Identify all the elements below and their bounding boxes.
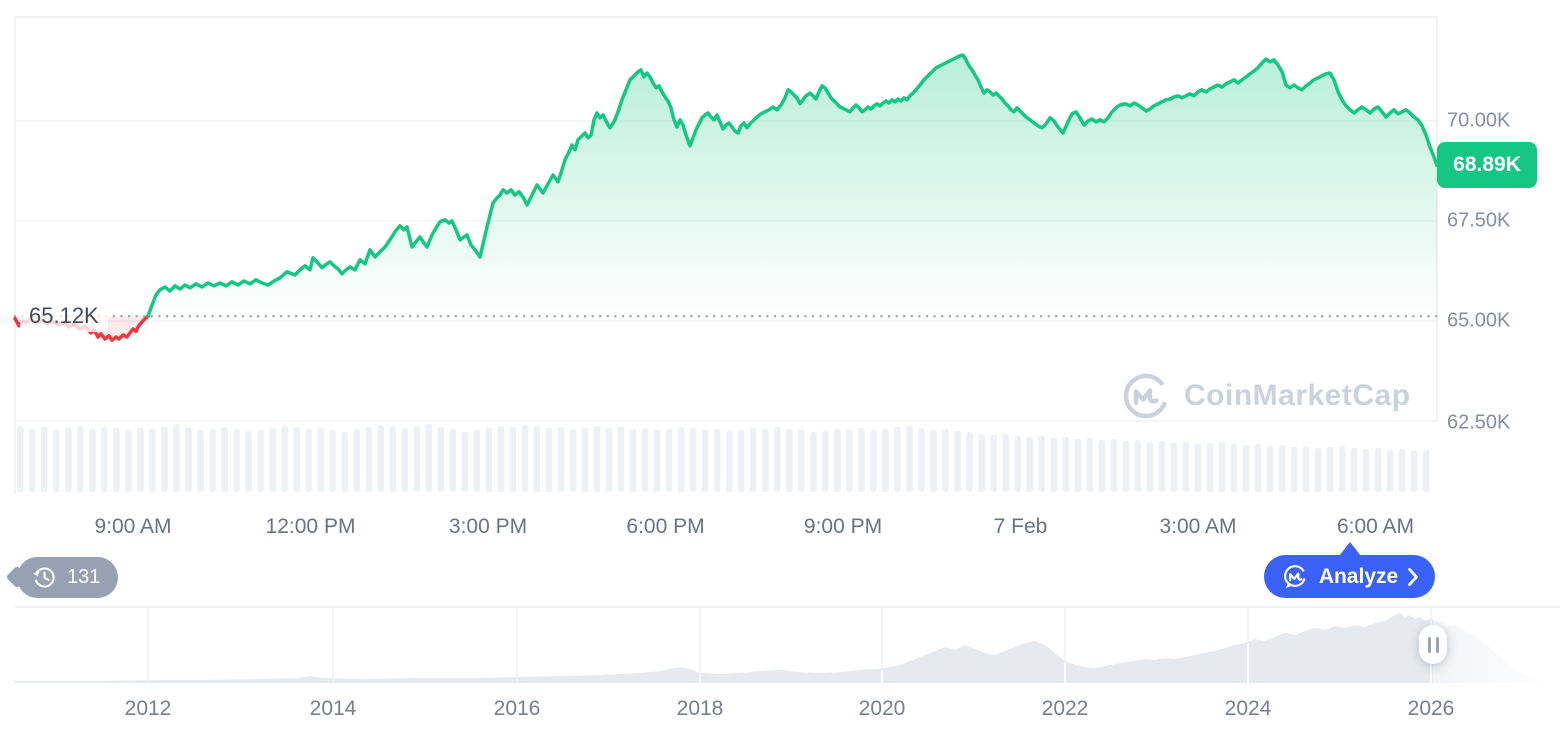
range-handle[interactable] (1419, 625, 1447, 664)
x-axis-label: 3:00 AM (1159, 515, 1237, 538)
range-navigator[interactable] (15, 606, 1560, 683)
handle-grip-bar (1427, 636, 1431, 653)
y-axis-label: 70.00K (1447, 109, 1511, 132)
year-label: 2016 (493, 697, 541, 720)
analyze-label: Analyze (1318, 564, 1399, 588)
current-price-badge: 68.89K (1437, 142, 1537, 188)
x-axis-label: 9:00 PM (803, 515, 883, 538)
year-label: 2012 (124, 697, 172, 720)
x-axis-label: 9:00 AM (94, 515, 172, 538)
y-axis-label: 67.50K (1447, 209, 1511, 232)
y-axis-label: 62.50K (1447, 411, 1511, 434)
volume-bars (17, 424, 1430, 492)
clock-history-icon (33, 567, 55, 588)
coinmarketcap-chat-logo-icon (1283, 564, 1306, 588)
x-axis-label: 6:00 PM (626, 515, 705, 538)
year-label: 2020 (858, 697, 906, 720)
chevron-right-icon (1408, 567, 1419, 586)
year-label: 2014 (309, 697, 357, 720)
coinmarketcap-logo-icon (1123, 373, 1169, 419)
year-label: 2026 (1407, 697, 1455, 720)
x-axis-label: 12:00 PM (265, 515, 356, 538)
history-badge[interactable]: 131 (5, 557, 119, 598)
analyze-button[interactable]: Analyze (1264, 555, 1435, 598)
handle-grip-bar (1435, 636, 1439, 653)
x-axis-label: 3:00 PM (448, 515, 528, 538)
year-label: 2018 (676, 697, 724, 720)
x-axis-label: 6:00 AM (1336, 515, 1415, 538)
open-price-label: 65.12K (20, 301, 108, 332)
year-label: 2022 (1041, 697, 1089, 720)
analyze-pointer-arrow (1339, 542, 1361, 556)
price-area-fills (15, 55, 1437, 341)
watermark-text: CoinMarketCap (1184, 379, 1411, 412)
y-axis-label: 65.00K (1447, 309, 1511, 332)
coinmarketcap-watermark: CoinMarketCap (1122, 372, 1411, 420)
history-count: 131 (67, 566, 101, 588)
year-label: 2024 (1224, 697, 1272, 720)
x-axis-label: 7 Feb (993, 515, 1048, 538)
